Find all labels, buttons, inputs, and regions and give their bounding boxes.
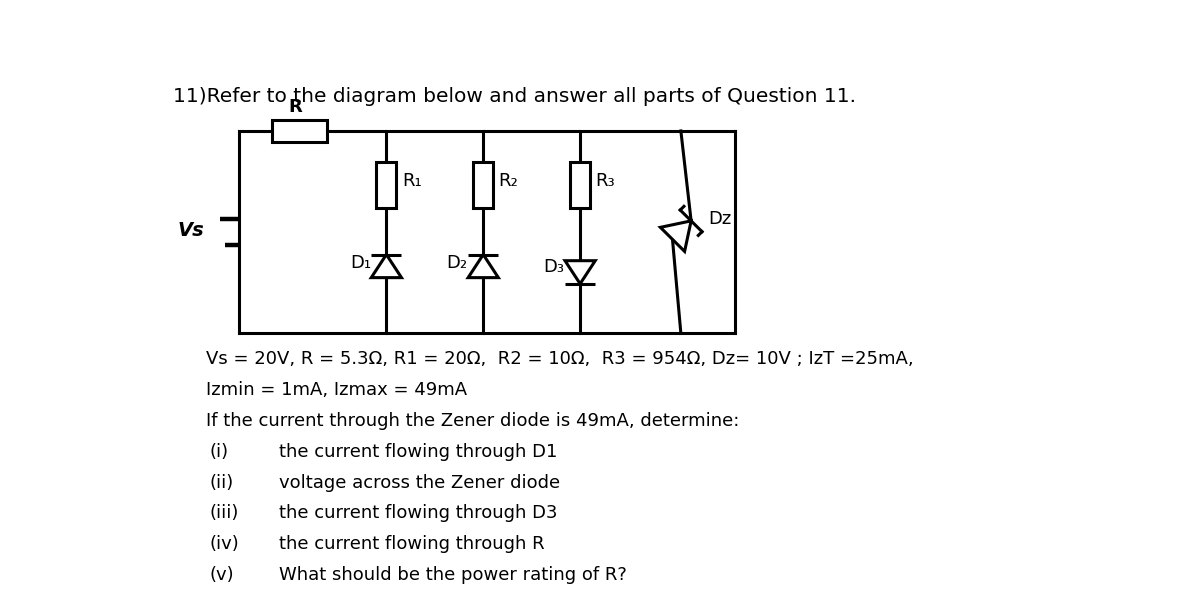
- Bar: [570, 162, 590, 208]
- Polygon shape: [468, 254, 498, 278]
- Bar: [473, 162, 493, 208]
- Text: the current flowing through D1: the current flowing through D1: [280, 443, 558, 461]
- Text: the current flowing through D3: the current flowing through D3: [280, 504, 558, 522]
- Text: R₂: R₂: [499, 172, 518, 190]
- Text: 11)Refer to the diagram below and answer all parts of Question 11.: 11)Refer to the diagram below and answer…: [173, 87, 857, 106]
- Text: R₁: R₁: [402, 172, 421, 190]
- Polygon shape: [660, 221, 691, 251]
- Text: (v): (v): [210, 566, 234, 584]
- Text: D₃: D₃: [544, 258, 565, 276]
- Bar: [272, 120, 326, 142]
- Text: (iv): (iv): [210, 535, 240, 553]
- Text: Vs = 20V, R = 5.3Ω, R1 = 20Ω,  R2 = 10Ω,  R3 = 954Ω, Dz= 10V ; IzT =25mA,: Vs = 20V, R = 5.3Ω, R1 = 20Ω, R2 = 10Ω, …: [206, 350, 913, 368]
- Text: R: R: [289, 98, 302, 115]
- Text: R₃: R₃: [595, 172, 616, 190]
- Text: (ii): (ii): [210, 473, 234, 492]
- Polygon shape: [371, 254, 402, 278]
- Text: voltage across the Zener diode: voltage across the Zener diode: [280, 473, 560, 492]
- Text: D₁: D₁: [349, 254, 371, 273]
- Bar: [377, 162, 396, 208]
- Text: If the current through the Zener diode is 49mA, determine:: If the current through the Zener diode i…: [206, 412, 739, 430]
- Text: (i): (i): [210, 443, 229, 461]
- Text: Vs: Vs: [178, 221, 204, 240]
- Text: Dz: Dz: [708, 210, 731, 229]
- Text: Izmin = 1mA, Izmax = 49mA: Izmin = 1mA, Izmax = 49mA: [206, 381, 467, 399]
- Polygon shape: [565, 260, 595, 284]
- Text: What should be the power rating of R?: What should be the power rating of R?: [280, 566, 628, 584]
- Text: D₂: D₂: [446, 254, 468, 273]
- Text: the current flowing through R: the current flowing through R: [280, 535, 545, 553]
- Text: (iii): (iii): [210, 504, 239, 522]
